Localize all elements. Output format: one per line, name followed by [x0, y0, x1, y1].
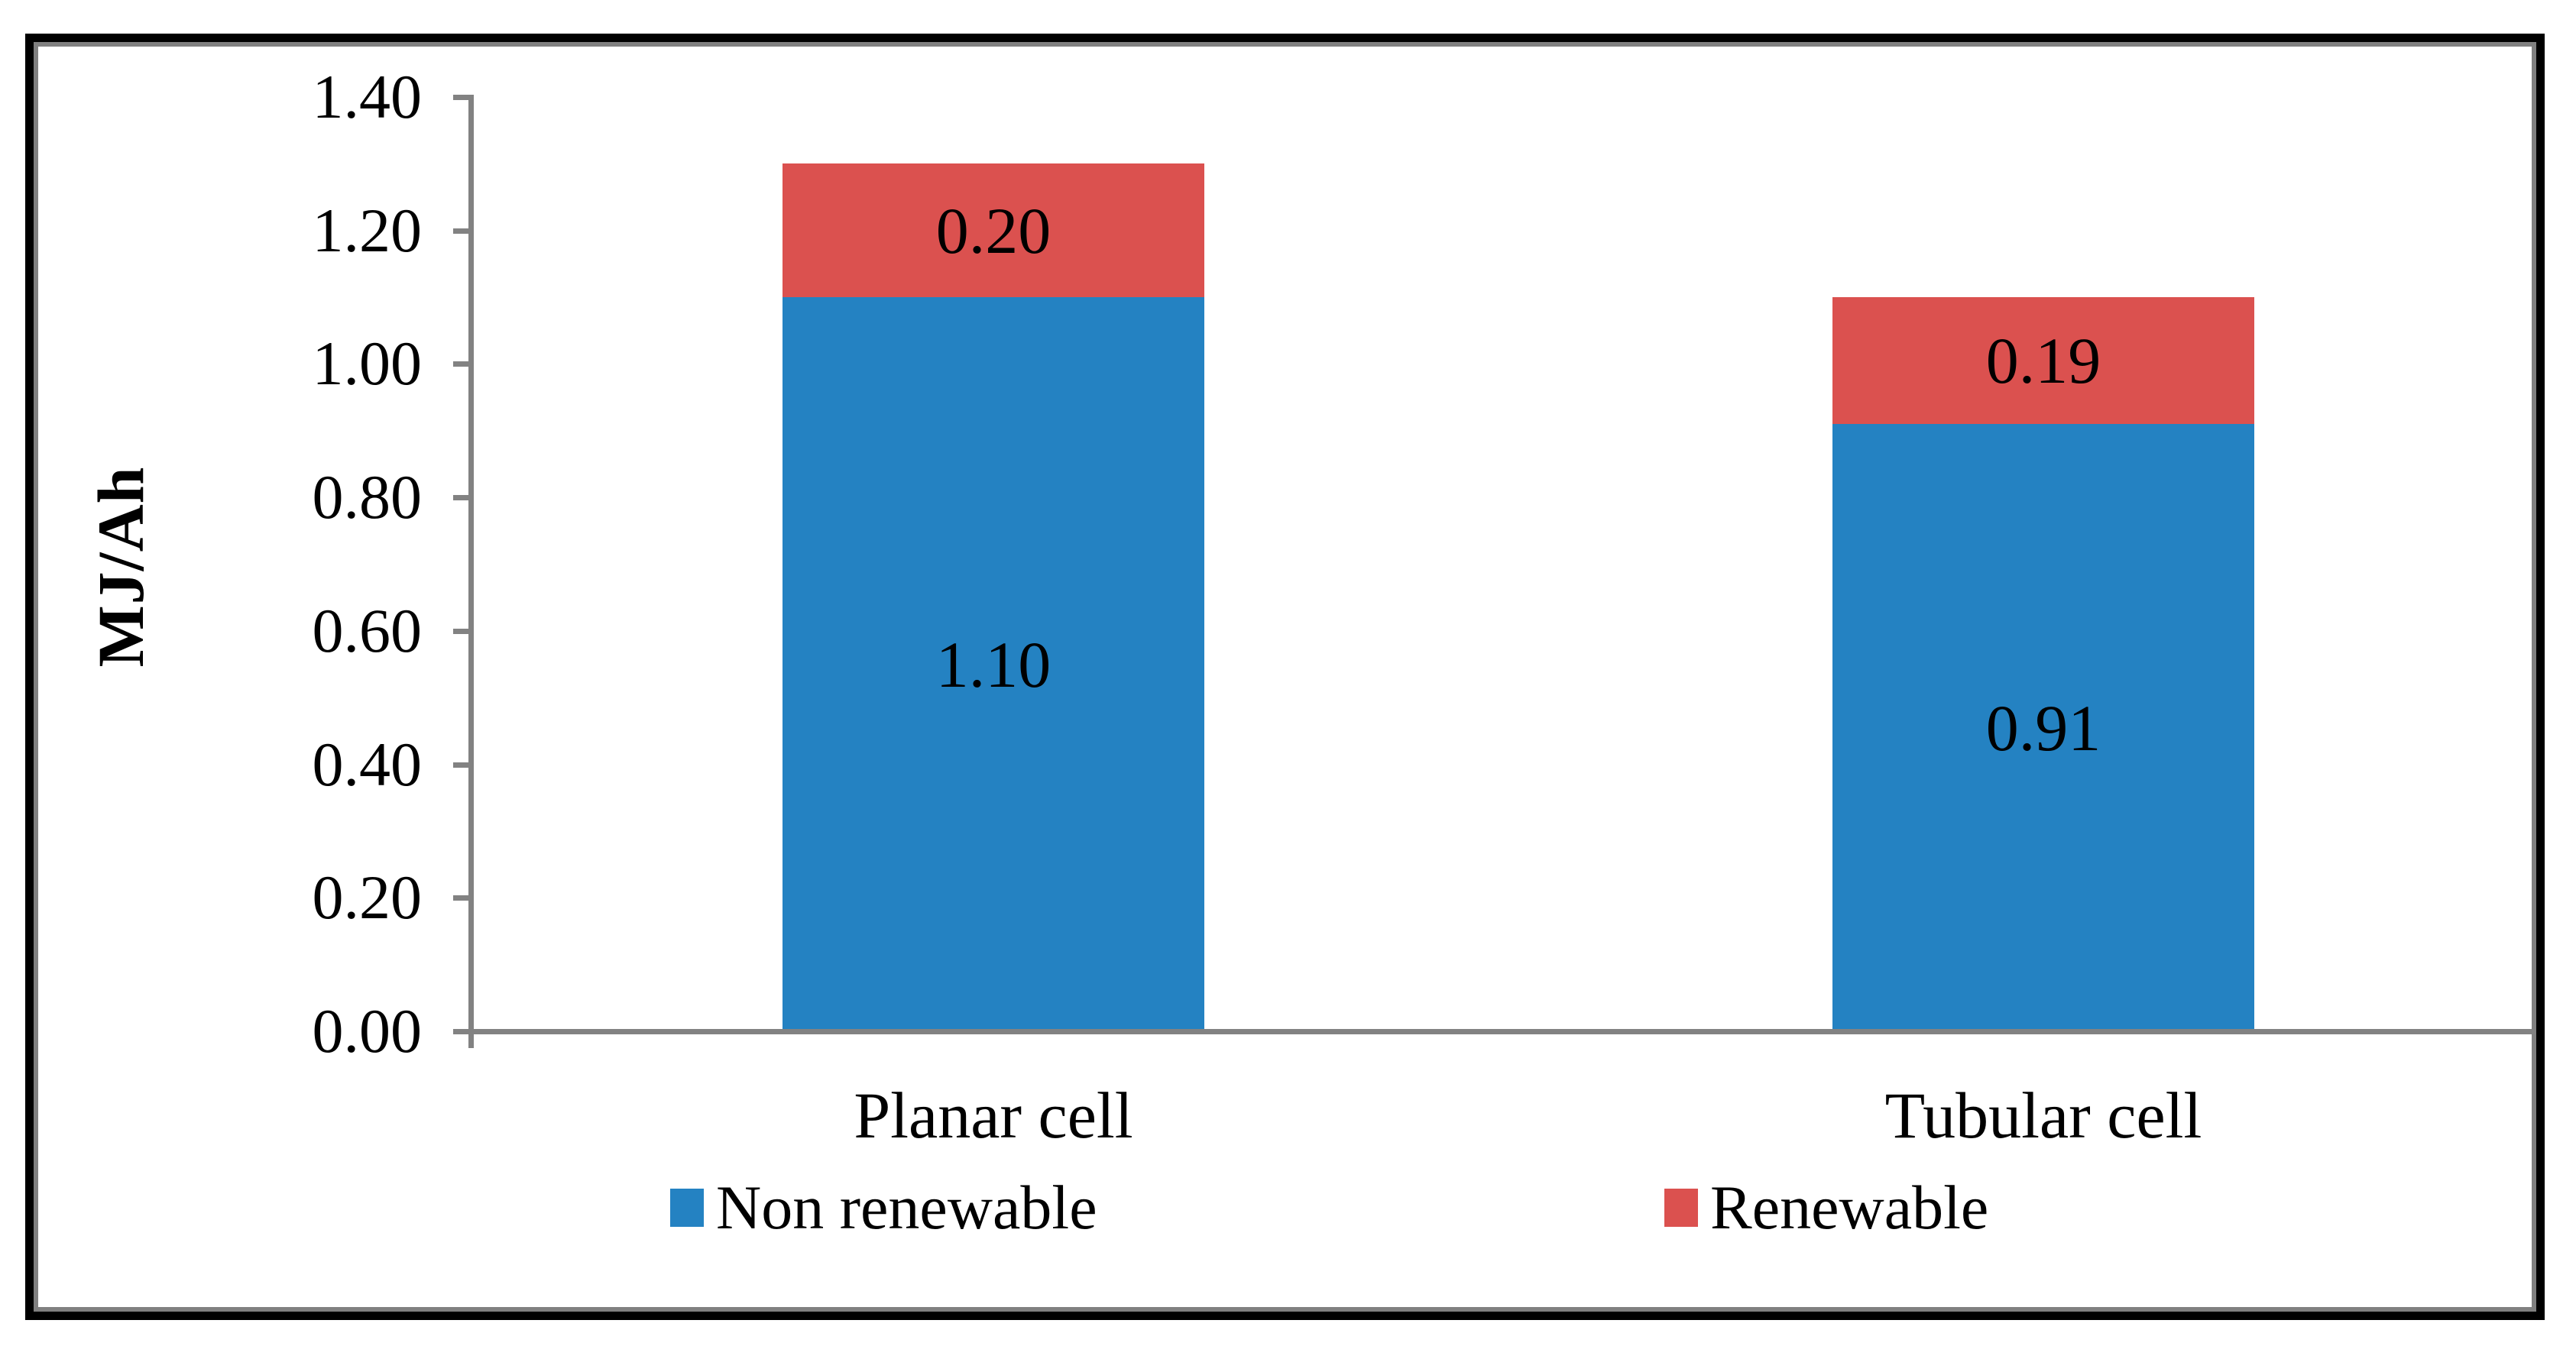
y-axis-tick — [453, 629, 474, 634]
bar-value-label: 0.19 — [1985, 324, 2101, 397]
y-tick-label: 0.20 — [312, 862, 423, 932]
bar-value-label: 0.91 — [1985, 691, 2101, 765]
y-tick-label: 1.20 — [312, 196, 423, 265]
y-axis-tick — [453, 495, 474, 500]
bar-value-label: 0.20 — [935, 194, 1051, 267]
bar-segment-1-1 — [1832, 297, 2254, 424]
y-tick-label: 1.00 — [312, 328, 423, 398]
legend-swatch-renewable — [1664, 1189, 1698, 1227]
chart-frame — [25, 34, 2545, 1320]
bar-segment-1-0 — [783, 163, 1204, 297]
legend-label: Renewable — [1710, 1173, 1989, 1242]
x-category-label: Tubular cell — [1884, 1079, 2202, 1152]
x-category-label: Planar cell — [854, 1079, 1133, 1152]
legend-item-renewable: Renewable — [1664, 1173, 1988, 1242]
y-axis-tick — [453, 762, 474, 768]
y-tick-label: 0.40 — [312, 730, 423, 799]
bar-value-label: 1.10 — [935, 628, 1051, 701]
y-tick-label: 1.40 — [312, 62, 423, 131]
y-axis-tick — [453, 95, 474, 100]
y-axis-tick — [453, 228, 474, 234]
legend-item-non-renewable: Non renewable — [670, 1173, 1097, 1242]
y-tick-label: 0.00 — [312, 996, 423, 1066]
y-axis-tick — [453, 895, 474, 901]
y-tick-label: 0.60 — [312, 596, 423, 665]
y-tick-label: 0.80 — [312, 462, 423, 532]
y-axis-tick — [453, 361, 474, 367]
bar-segment-0-1 — [1832, 424, 2254, 1031]
x-axis-line — [453, 1029, 2535, 1034]
legend-label: Non renewable — [716, 1173, 1097, 1242]
legend-swatch-non-renewable — [670, 1189, 704, 1227]
y-axis-line — [468, 97, 474, 1048]
bar-segment-0-0 — [783, 297, 1204, 1031]
